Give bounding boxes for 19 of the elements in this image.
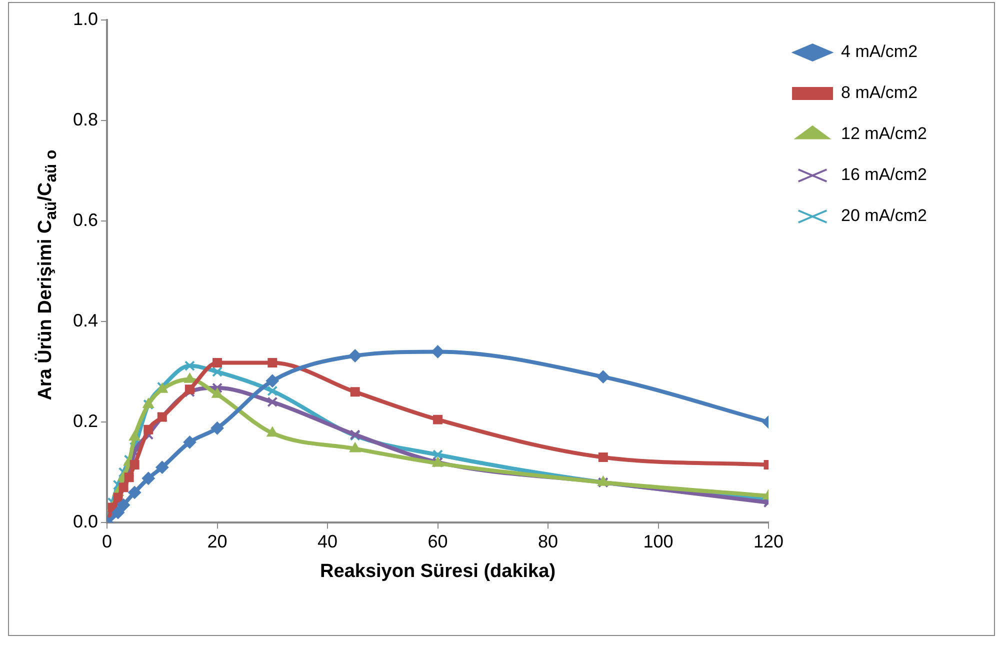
y-tick-label: 1.0	[72, 8, 98, 29]
x-tick-label: 20	[207, 531, 228, 552]
x-tick-label: 120	[754, 531, 784, 552]
x-tick-label: 0	[102, 531, 112, 552]
legend-label: 16 mA/cm2	[841, 165, 928, 184]
legend-label: 4 mA/cm2	[841, 42, 918, 62]
y-tick-label: 0.8	[72, 109, 98, 130]
y-tick-label: 0.6	[72, 210, 98, 230]
x-axis-title: Reaksiyon Süresi (dakika)	[320, 560, 556, 582]
y-tick-label: 0.4	[72, 310, 98, 331]
legend-label: 12 mA/cm2	[841, 124, 928, 144]
y-tick-label: 0.2	[72, 411, 98, 432]
y-tick-label: 0.0	[72, 512, 98, 532]
legend-label: 8 mA/cm2	[841, 83, 918, 102]
x-tick-label: 60	[428, 531, 448, 552]
x-tick-label: 80	[538, 531, 558, 552]
x-tick-label: 40	[318, 531, 338, 552]
x-tick-label: 100	[643, 531, 674, 552]
legend-label: 20 mA/cm2	[841, 206, 928, 226]
